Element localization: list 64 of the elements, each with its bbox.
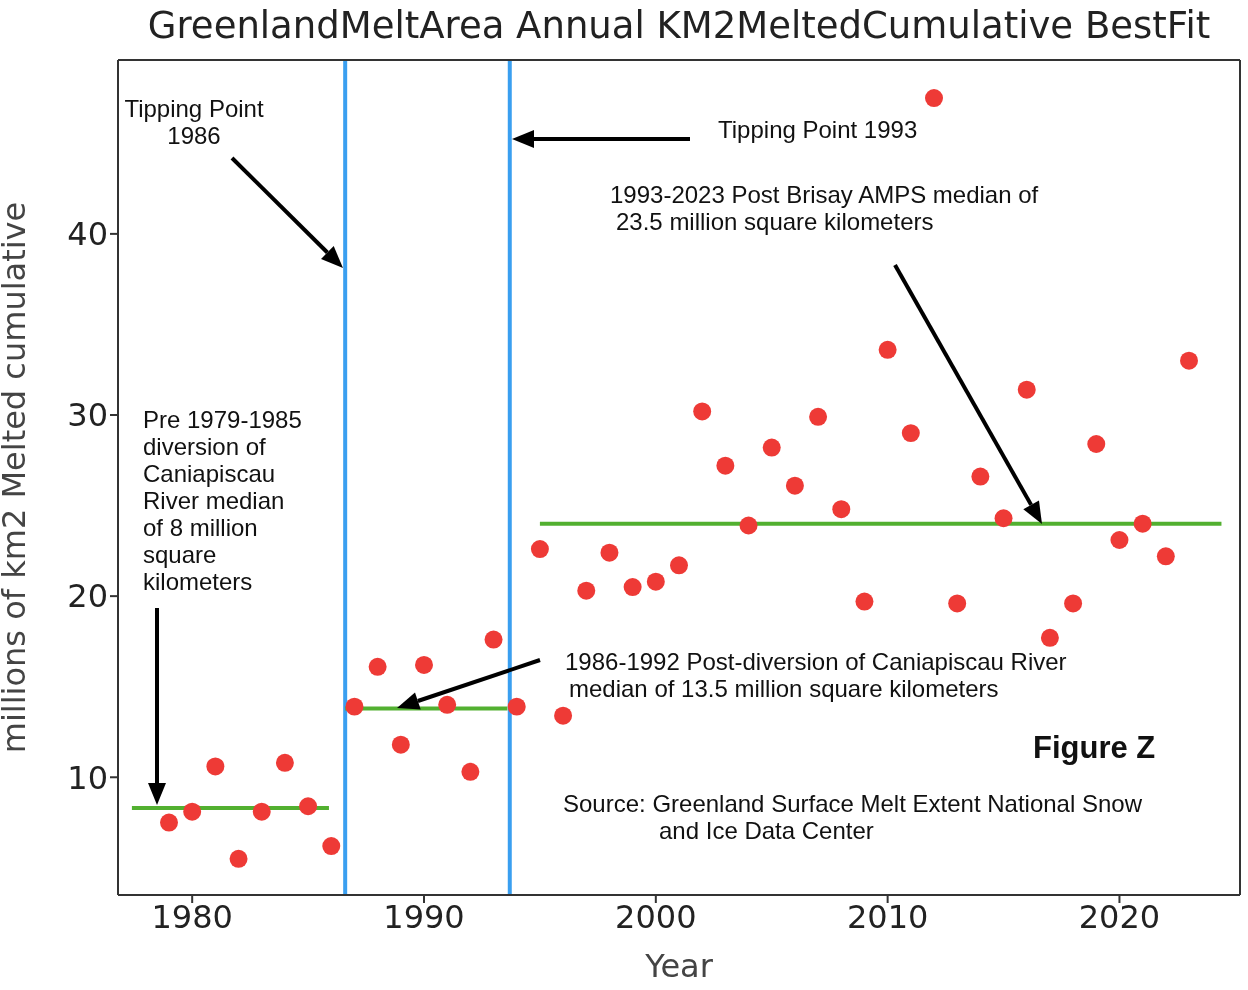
point <box>206 757 225 776</box>
y-tick-label: 30 <box>67 396 108 435</box>
point <box>600 543 619 562</box>
point <box>1180 351 1198 370</box>
x-tick-label: 2010 <box>846 897 929 936</box>
point <box>183 802 202 821</box>
x-axis-title: Year <box>644 947 714 985</box>
point <box>646 572 665 591</box>
x-tick-label: 1990 <box>383 897 465 936</box>
y-axis-title: millions of km2 Melted cumulative <box>0 201 34 754</box>
y-tick-label: 10 <box>67 758 108 797</box>
point <box>345 697 364 716</box>
point <box>623 578 642 597</box>
point <box>855 592 874 611</box>
point <box>693 402 712 421</box>
point <box>762 438 781 457</box>
point <box>1040 628 1059 647</box>
point <box>1133 514 1152 533</box>
point <box>229 849 248 868</box>
point <box>971 467 990 486</box>
point <box>275 753 294 772</box>
point <box>1156 547 1175 566</box>
annotation: Pre 1979-1985 diversion of Caniapiscau River median of 8 million square kilometers <box>143 406 303 595</box>
point <box>461 762 480 781</box>
annotation: 1986-1992 Post-diversion of Caniapiscau River median of 13.5 million square kilometers <box>565 648 1068 702</box>
point <box>507 697 526 716</box>
point <box>484 630 503 649</box>
point <box>252 802 271 821</box>
point <box>832 500 851 519</box>
point <box>530 540 549 559</box>
x-tick-label: 2000 <box>615 897 697 936</box>
point <box>878 340 897 359</box>
y-tick-label: 40 <box>67 215 108 254</box>
point <box>299 797 318 816</box>
point <box>1110 531 1129 549</box>
point <box>438 695 457 714</box>
annotation: Source: Greenland Surface Melt Extent National Snow and Ice Data Center <box>563 790 1143 844</box>
point <box>415 655 433 674</box>
point <box>577 581 596 600</box>
x-tick-label: 2020 <box>1078 897 1161 936</box>
point <box>925 89 943 108</box>
point <box>1017 380 1036 399</box>
point <box>391 735 410 754</box>
annotation: 1993-2023 Post Brisay AMPS median of 23.5 million square kilometers <box>610 181 1040 235</box>
point <box>809 407 828 426</box>
annotation: Figure Z <box>1033 730 1157 765</box>
point <box>716 456 735 475</box>
point <box>322 837 341 856</box>
point <box>994 509 1013 528</box>
annotation: Tipping Point 1986 <box>123 95 265 149</box>
point <box>554 706 573 725</box>
x-tick-label: 1980 <box>151 897 233 936</box>
point <box>948 594 967 613</box>
point <box>785 476 804 495</box>
point <box>1064 594 1083 613</box>
point <box>739 516 758 535</box>
chart-title: GreenlandMeltArea Annual KM2MeltedCumulative BestFit <box>146 4 1212 47</box>
point <box>368 657 387 676</box>
point <box>901 424 920 443</box>
y-tick-label: 20 <box>67 577 108 616</box>
point <box>160 813 178 832</box>
point <box>1087 435 1106 453</box>
annotation: Tipping Point 1993 <box>718 116 919 143</box>
point <box>670 556 688 575</box>
